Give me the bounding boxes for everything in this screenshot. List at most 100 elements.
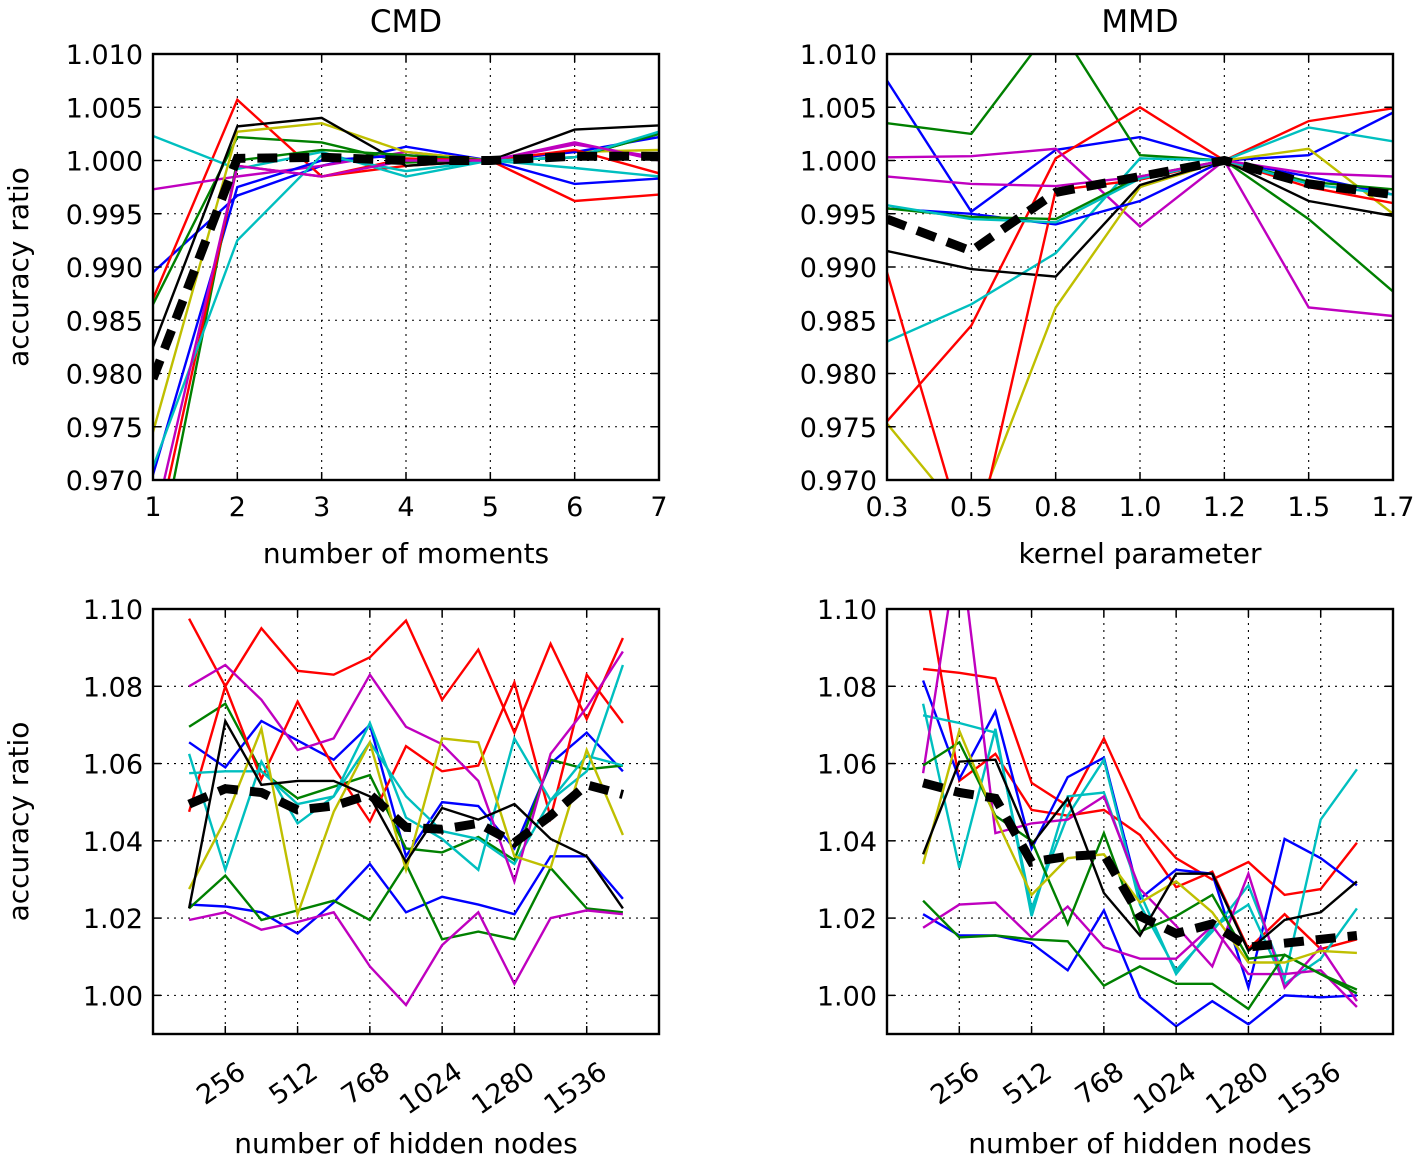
y-axis-label: accuracy ratio — [2, 722, 35, 922]
chart-panel-2: 0.970 0.975 0.980 0.985 0.990 0.995 1.000 1.005… — [800, 4, 1415, 570]
y-tick-label: 1.10 — [817, 595, 877, 626]
series-line-5 — [188, 618, 624, 736]
series-group — [153, 97, 659, 480]
y-tick-label: 1.010 — [800, 40, 877, 71]
series-line-7 — [153, 116, 659, 348]
y-tick-label: 0.990 — [800, 253, 877, 284]
y-tick-label: 1.02 — [817, 904, 877, 935]
x-tick-label: 1280 — [1200, 1056, 1274, 1121]
x-tick-label: 3 — [313, 492, 330, 523]
x-tick-label: 1.7 — [1372, 492, 1415, 523]
x-tick-label: 1 — [144, 492, 161, 523]
y-tick-label: 1.10 — [83, 595, 143, 626]
y-tick-label: 1.005 — [800, 93, 877, 124]
mean-series-line — [153, 151, 659, 381]
plot-frame — [885, 607, 1395, 1036]
y-tick-label: 0.975 — [800, 413, 877, 444]
series-line-7 — [187, 664, 625, 874]
y-tick-label: 0.995 — [800, 200, 877, 231]
series-line-8 — [887, 159, 1393, 226]
y-tick-label: 1.08 — [83, 672, 143, 703]
x-tick-label: 0.8 — [1034, 492, 1077, 523]
x-tick-label: 1.0 — [1119, 492, 1162, 523]
series-line-4 — [887, 126, 1393, 343]
x-tick-label: 256 — [925, 1056, 985, 1111]
y-tick-label: 0.980 — [800, 360, 877, 391]
y-tick-label: 1.000 — [800, 147, 877, 178]
y-tick-label: 0.985 — [800, 306, 877, 337]
series-line-7 — [887, 159, 1393, 278]
series-line-12 — [887, 159, 1393, 188]
x-tick-label: 0.5 — [950, 492, 993, 523]
y-tick-label: 1.02 — [83, 904, 143, 935]
x-tick-label: 768 — [1070, 1056, 1130, 1111]
mean-series-line — [887, 155, 1393, 257]
series-group — [921, 609, 1358, 1028]
series-line-3 — [887, 105, 1393, 423]
series-line-1 — [887, 79, 1393, 214]
x-tick-label: 256 — [191, 1056, 251, 1111]
chart-title: CMD — [370, 4, 442, 40]
series-line-1 — [153, 145, 659, 274]
y-tick-label: 1.08 — [817, 672, 877, 703]
y-tick-label: 1.00 — [817, 981, 877, 1012]
x-axis-label: number of hidden nodes — [968, 1127, 1311, 1157]
series-line-9 — [188, 650, 624, 886]
series-line-6 — [887, 147, 1393, 480]
chart-panel-4: 1.00 1.02 1.04 1.06 1.08 1.10 256 512 7681024128… — [817, 595, 1395, 1157]
x-tick-label: 4 — [397, 492, 414, 523]
series-line-4 — [188, 861, 624, 941]
x-tick-label: 1.5 — [1287, 492, 1330, 523]
series-line-12 — [187, 717, 624, 910]
x-axis-label: kernel parameter — [1019, 537, 1262, 570]
x-tick-label: 512 — [264, 1056, 324, 1111]
x-tick-label: 0.3 — [866, 492, 909, 523]
series-line-1 — [188, 719, 624, 860]
y-tick-label: 1.005 — [66, 93, 143, 124]
x-tick-label: 768 — [336, 1056, 396, 1111]
y-tick-label: 1.04 — [83, 827, 143, 858]
x-tick-label: 1024 — [394, 1056, 468, 1121]
series-line-1 — [922, 667, 1358, 897]
series-line-4 — [922, 907, 1357, 1028]
x-tick-label: 1024 — [1128, 1056, 1202, 1121]
series-line-2 — [887, 54, 1393, 293]
x-axis-label: number of hidden nodes — [234, 1127, 577, 1157]
series-line-7 — [921, 609, 1358, 1002]
series-line-11 — [921, 726, 1357, 964]
y-tick-label: 1.04 — [817, 827, 877, 858]
mean-series-line — [187, 779, 625, 849]
plot-frame — [151, 607, 661, 1036]
series-line-5 — [887, 147, 1393, 318]
mean-series-line — [921, 778, 1358, 952]
series-line-10 — [188, 909, 624, 1007]
series-line-8 — [189, 740, 624, 866]
x-tick-label: 5 — [482, 492, 499, 523]
series-group — [887, 54, 1393, 480]
y-tick-label: 1.000 — [66, 147, 143, 178]
x-tick-label: 1280 — [466, 1056, 540, 1121]
y-tick-label: 0.970 — [800, 466, 877, 497]
x-tick-label: 1536 — [539, 1056, 613, 1121]
x-tick-label: 1536 — [1273, 1056, 1347, 1121]
chart-title: MMD — [1101, 4, 1178, 40]
series-line-11 — [153, 130, 659, 468]
y-tick-label: 1.06 — [817, 750, 877, 781]
series-line-11 — [188, 724, 625, 919]
y-tick-label: 1.00 — [83, 981, 143, 1012]
y-axis-label: accuracy ratio — [2, 167, 35, 367]
series-line-2 — [189, 855, 624, 935]
x-tick-label: 512 — [998, 1056, 1058, 1111]
y-tick-label: 0.975 — [66, 413, 143, 444]
y-tick-label: 1.010 — [66, 40, 143, 71]
y-tick-label: 0.995 — [66, 200, 143, 231]
series-line-3 — [921, 680, 1358, 993]
y-tick-label: 0.980 — [66, 360, 143, 391]
x-tick-label: 7 — [650, 492, 667, 523]
y-tick-label: 1.06 — [83, 750, 143, 781]
chart-panel-1: 0.970 0.975 0.980 0.985 0.990 0.995 1.000 1.005… — [2, 4, 668, 570]
y-tick-label: 0.985 — [66, 306, 143, 337]
y-tick-label: 0.970 — [66, 466, 143, 497]
series-line-2 — [928, 609, 1358, 952]
